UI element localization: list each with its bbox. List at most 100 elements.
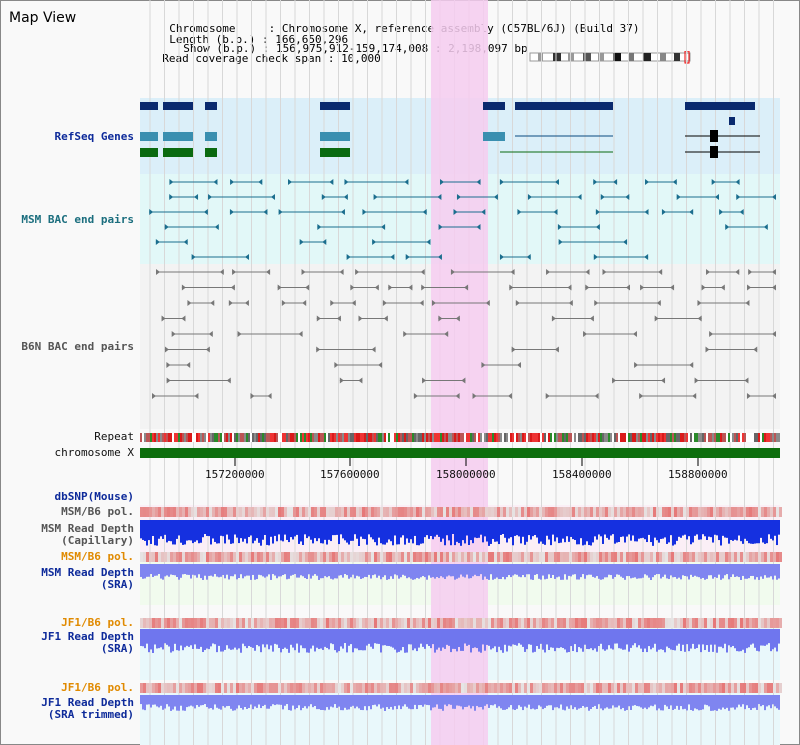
gene-block[interactable] — [163, 132, 193, 141]
depth-bin — [470, 695, 472, 709]
gene-block[interactable] — [685, 102, 755, 110]
msm-read-depth-sra-track[interactable] — [140, 564, 780, 580]
polymorphism-bin — [155, 618, 158, 628]
depth-bin — [144, 695, 146, 711]
repeat-element — [222, 433, 224, 442]
depth-bin — [300, 695, 302, 711]
depth-bin — [594, 564, 596, 578]
depth-bin — [736, 564, 738, 577]
gene-block[interactable] — [163, 148, 193, 157]
gene-block[interactable] — [205, 102, 217, 110]
gene-block[interactable] — [205, 132, 217, 141]
gene-block[interactable] — [163, 102, 193, 110]
gene-block[interactable] — [483, 102, 505, 110]
msm-b6-pol-label-2[interactable]: MSM/B6 pol. — [61, 550, 134, 563]
dbsnp-label[interactable]: dbSNP(Mouse) — [54, 490, 134, 503]
polymorphism-bin — [773, 507, 776, 517]
gene-block[interactable] — [515, 102, 613, 110]
depth-bin — [160, 629, 162, 648]
jf1-b6-pol-track-1[interactable] — [140, 618, 782, 628]
msm-read-depth-capillary-track[interactable] — [140, 520, 780, 546]
depth-bin — [490, 629, 492, 650]
gene-block[interactable] — [320, 148, 350, 157]
depth-bin — [462, 564, 464, 577]
b6n-bac-track[interactable] — [152, 269, 776, 399]
polymorphism-bin — [653, 552, 656, 562]
polymorphism-bin — [221, 507, 224, 517]
gene-exon[interactable] — [710, 130, 718, 142]
msm-b6-pol-track-1[interactable] — [140, 507, 782, 517]
depth-bin — [278, 564, 280, 577]
polymorphism-bin — [461, 683, 464, 693]
jf1-b6-pol-label-2[interactable]: JF1/B6 pol. — [61, 681, 134, 694]
depth-bin — [476, 629, 478, 649]
polymorphism-bin — [650, 552, 653, 562]
polymorphism-bin — [569, 507, 572, 517]
msm-read-depth-capillary-label[interactable]: MSM Read Depth (Capillary) — [41, 522, 134, 547]
depth-bin — [734, 695, 736, 710]
gene-block[interactable] — [320, 132, 350, 141]
jf1-read-depth-sra-track[interactable] — [140, 629, 780, 653]
gene-block[interactable] — [140, 102, 158, 110]
polymorphism-bin — [758, 618, 761, 628]
depth-bin — [718, 629, 720, 647]
depth-bin — [520, 520, 522, 544]
msm-bac-label[interactable]: MSM BAC end pairs — [21, 213, 134, 226]
bac-end-marker — [228, 300, 233, 306]
jf1-read-depth-trimmed-label[interactable]: JF1 Read Depth (SRA trimmed) — [41, 696, 134, 721]
msm-bac-track[interactable] — [149, 179, 776, 260]
jf1-read-depth-sra-label[interactable]: JF1 Read Depth (SRA) — [41, 630, 134, 655]
msm-b6-pol-label-1[interactable]: MSM/B6 pol. — [61, 505, 134, 518]
depth-bin — [754, 520, 756, 544]
depth-bin — [240, 564, 242, 575]
gene-block[interactable] — [483, 132, 505, 141]
depth-bin — [370, 564, 372, 579]
b6n-bac-label[interactable]: B6N BAC end pairs — [21, 340, 134, 353]
polymorphism-bin — [746, 552, 749, 562]
depth-bin — [730, 520, 732, 540]
depth-bin — [510, 520, 512, 538]
gene-block[interactable] — [140, 148, 158, 157]
jf1-b6-pol-track-2[interactable] — [140, 683, 782, 693]
gene-block[interactable] — [320, 102, 350, 110]
polymorphism-bin — [173, 552, 176, 562]
depth-bin — [452, 629, 454, 649]
gene-block[interactable] — [140, 132, 158, 141]
depth-bin — [372, 629, 374, 649]
chromosome-bar[interactable] — [140, 448, 780, 458]
polymorphism-bin — [272, 618, 275, 628]
polymorphism-bin — [608, 683, 611, 693]
depth-bin — [566, 629, 568, 653]
bac-end-marker — [577, 194, 582, 200]
msm-b6-pol-track-2[interactable] — [140, 552, 782, 562]
msm-read-depth-sra-label[interactable]: MSM Read Depth (SRA) — [41, 566, 134, 591]
polymorphism-bin — [479, 683, 482, 693]
jf1-read-depth-trimmed-track[interactable] — [140, 695, 780, 711]
polymorphism-bin — [581, 552, 584, 562]
gene-exon[interactable] — [729, 117, 735, 125]
repeat-track[interactable] — [140, 433, 780, 442]
depth-bin — [556, 564, 558, 578]
refseq-genes-label[interactable]: RefSeq Genes — [54, 130, 134, 143]
polymorphism-bin — [392, 683, 395, 693]
depth-bin — [628, 695, 630, 707]
polymorphism-bin — [362, 683, 365, 693]
bac-end-marker — [329, 179, 334, 185]
jf1-b6-pol-label-1[interactable]: JF1/B6 pol. — [61, 616, 134, 629]
refseq-genes-track[interactable] — [140, 102, 760, 158]
gene-exon[interactable] — [710, 146, 718, 158]
depth-bin — [672, 564, 674, 578]
depth-bin — [190, 629, 192, 646]
repeat-element — [348, 433, 350, 442]
gene-block[interactable] — [205, 148, 217, 157]
depth-bin — [514, 564, 516, 575]
depth-bin — [246, 695, 248, 709]
depth-bin — [196, 564, 198, 578]
polymorphism-bin — [692, 552, 695, 562]
polymorphism-bin — [176, 683, 179, 693]
bac-end-marker — [438, 315, 443, 322]
depth-bin — [682, 695, 684, 710]
depth-bin — [204, 520, 206, 535]
depth-bin — [308, 629, 310, 653]
